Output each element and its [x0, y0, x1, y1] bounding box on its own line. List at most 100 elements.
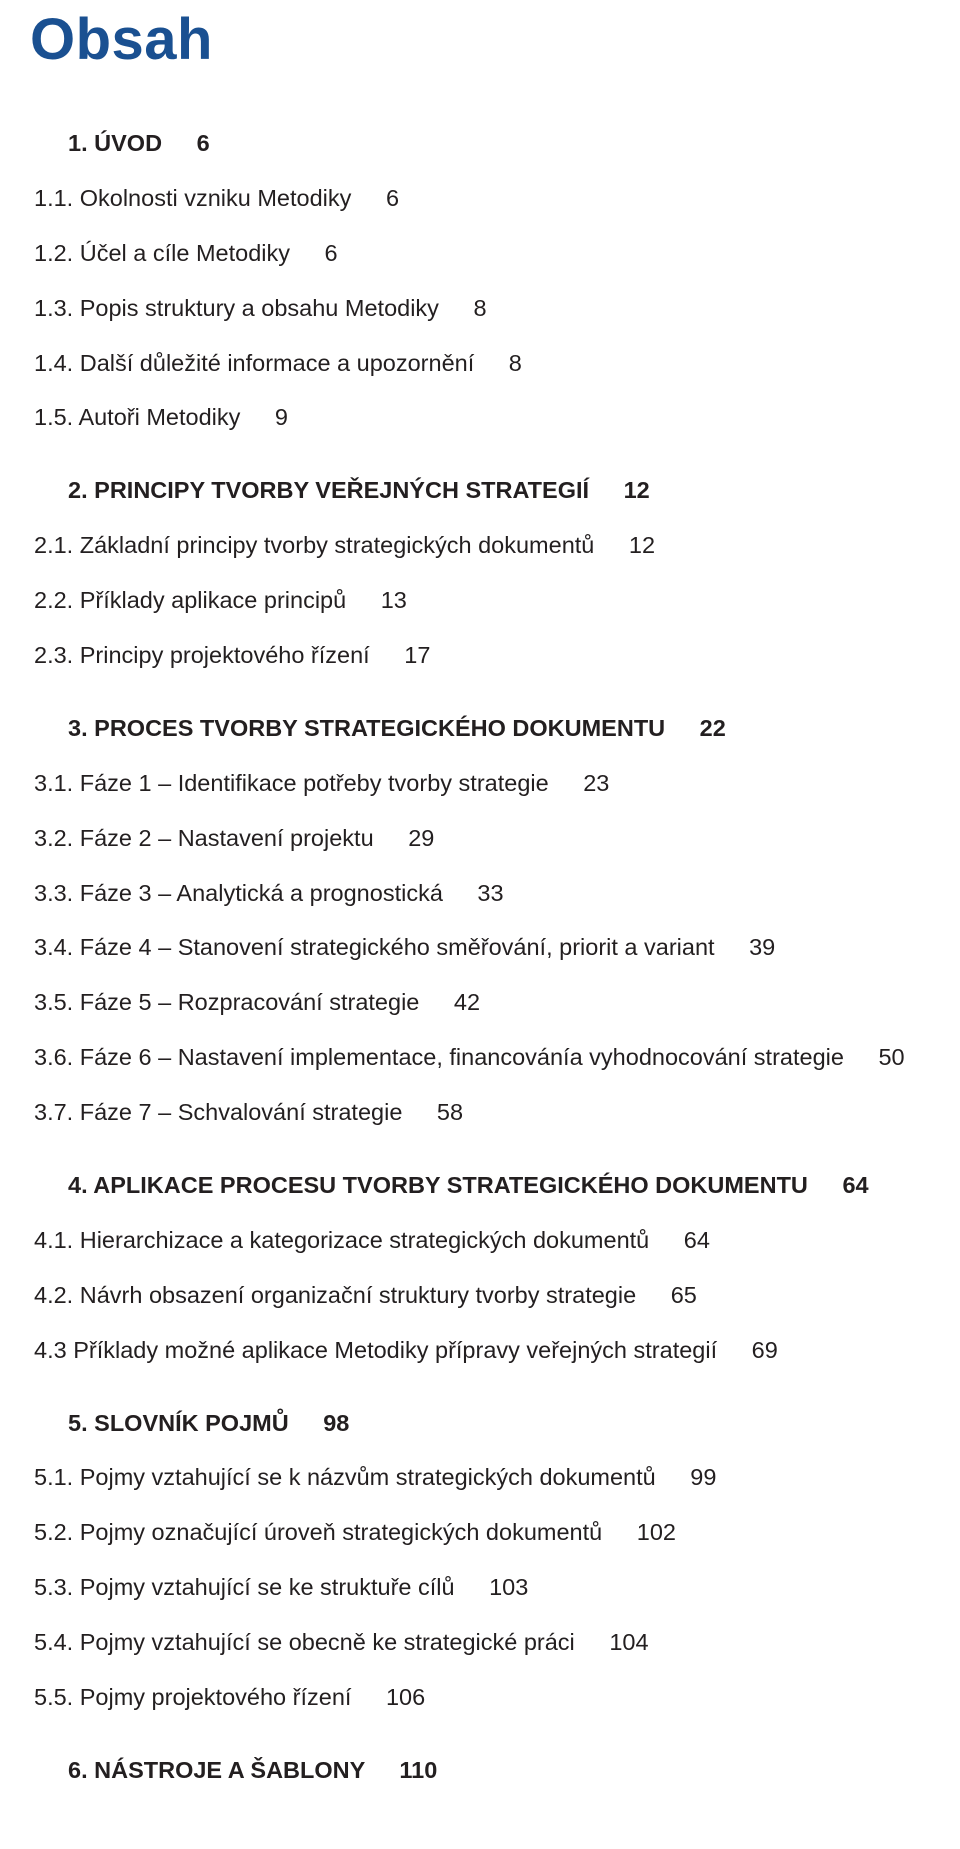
toc-label: Fáze 2 – Nastavení projektu [80, 825, 374, 851]
toc-label: PRINCIPY TVORBY VEŘEJNÝCH STRATEGIÍ [94, 477, 589, 503]
toc-label: ÚVOD [94, 130, 162, 156]
toc-entry: 4.3 Příklady možné aplikace Metodiky pří… [34, 1334, 926, 1367]
toc-entry: 1.1. Okolnosti vzniku Metodiky 6 [34, 182, 926, 215]
toc-page: 13 [381, 587, 407, 613]
toc-page: 39 [749, 934, 775, 960]
toc-label: Pojmy vztahující se obecně ke strategick… [80, 1629, 575, 1655]
toc-entry: 3.2. Fáze 2 – Nastavení projektu 29 [34, 822, 926, 855]
toc-entry: 3.6. Fáze 6 – Nastavení implementace, fi… [34, 1041, 926, 1074]
toc-entry: 1.5. Autoři Metodiky 9 [34, 401, 926, 434]
toc-label: Účel a cíle Metodiky [80, 240, 290, 266]
toc-entry: 4.2. Návrh obsazení organizační struktur… [34, 1279, 926, 1312]
toc-page: 12 [629, 532, 655, 558]
toc-label: Autoři Metodiky [78, 404, 240, 430]
toc-entry: 1.4. Další důležité informace a upozorně… [34, 347, 926, 380]
toc-label: Hierarchizace a kategorizace strategický… [80, 1227, 650, 1253]
toc-chapter: 1. ÚVOD 6 [34, 127, 926, 160]
toc-number: 5. [68, 1410, 88, 1436]
toc-page: 33 [477, 880, 503, 906]
toc-number: 5.3. [34, 1574, 73, 1600]
toc-page: 69 [752, 1337, 778, 1363]
toc-entry: 3.3. Fáze 3 – Analytická a prognostická … [34, 877, 926, 910]
toc-page: 9 [275, 404, 288, 430]
toc-label: Příklady možné aplikace Metodiky příprav… [73, 1337, 717, 1363]
toc-number: 3. [68, 715, 88, 741]
toc-number: 4. [68, 1172, 88, 1198]
toc-label: Fáze 1 – Identifikace potřeby tvorby str… [80, 770, 549, 796]
toc-label: Fáze 3 – Analytická a prognostická [80, 880, 443, 906]
toc-number: 5.5. [34, 1684, 73, 1710]
toc-page: 103 [489, 1574, 528, 1600]
toc-chapter: 3. PROCES TVORBY STRATEGICKÉHO DOKUMENTU… [34, 712, 926, 745]
toc-entry: 2.3. Principy projektového řízení 17 [34, 639, 926, 672]
toc-number: 3.2. [34, 825, 73, 851]
toc-page: 65 [671, 1282, 697, 1308]
toc-page: 58 [437, 1099, 463, 1125]
toc-number: 5.1. [34, 1464, 73, 1490]
toc-chapter: 6. NÁSTROJE A ŠABLONY 110 [34, 1754, 926, 1787]
toc-number: 3.1. [34, 770, 73, 796]
toc-entry: 4.1. Hierarchizace a kategorizace strate… [34, 1224, 926, 1257]
toc-label: Pojmy projektového řízení [80, 1684, 352, 1710]
toc-number: 1.5. [34, 404, 73, 430]
toc-number: 2.2. [34, 587, 73, 613]
toc-chapter: 2. PRINCIPY TVORBY VEŘEJNÝCH STRATEGIÍ 1… [34, 474, 926, 507]
toc-page: 22 [700, 715, 726, 741]
toc-page: 6 [386, 185, 399, 211]
toc-number: 3.3. [34, 880, 73, 906]
toc-number: 2.1. [34, 532, 73, 558]
toc-page: 23 [583, 770, 609, 796]
toc-entry: 5.3. Pojmy vztahující se ke struktuře cí… [34, 1571, 926, 1604]
toc-page: 8 [509, 350, 522, 376]
toc-label: Fáze 4 – Stanovení strategického směřová… [80, 934, 715, 960]
toc-entry: 3.1. Fáze 1 – Identifikace potřeby tvorb… [34, 767, 926, 800]
toc-page: 12 [624, 477, 650, 503]
toc-label: Fáze 6 – Nastavení implementace, financo… [80, 1044, 844, 1070]
toc-page: 8 [473, 295, 486, 321]
toc-entry: 2.2. Příklady aplikace principů 13 [34, 584, 926, 617]
toc-number: 4.3 [34, 1337, 67, 1363]
toc-number: 2. [68, 477, 88, 503]
toc-number: 6. [68, 1757, 88, 1783]
toc-label: Základní principy tvorby strategických d… [80, 532, 595, 558]
toc-number: 3.6. [34, 1044, 73, 1070]
toc-entry: 1.2. Účel a cíle Metodiky 6 [34, 237, 926, 270]
toc-number: 4.2. [34, 1282, 73, 1308]
toc-number: 1.3. [34, 295, 73, 321]
toc-number: 3.7. [34, 1099, 73, 1125]
toc-page: 29 [408, 825, 434, 851]
page-title: Obsah [30, 6, 926, 73]
toc-page: 64 [842, 1172, 868, 1198]
toc-page: 64 [684, 1227, 710, 1253]
toc-page: 104 [609, 1629, 648, 1655]
toc-entry: 5.2. Pojmy označující úroveň strategický… [34, 1516, 926, 1549]
toc-number: 5.4. [34, 1629, 73, 1655]
toc-label: Popis struktury a obsahu Metodiky [80, 295, 439, 321]
toc-page: 42 [454, 989, 480, 1015]
toc-page: 99 [690, 1464, 716, 1490]
toc-label: Fáze 5 – Rozpracování strategie [80, 989, 420, 1015]
toc-number: 1.4. [34, 350, 73, 376]
toc-page: 17 [404, 642, 430, 668]
toc-entry: 3.4. Fáze 4 – Stanovení strategického sm… [34, 931, 926, 964]
toc-entry: 3.7. Fáze 7 – Schvalování strategie 58 [34, 1096, 926, 1129]
toc-label: SLOVNÍK POJMŮ [94, 1410, 289, 1436]
toc-entry: 5.1. Pojmy vztahující se k názvům strate… [34, 1461, 926, 1494]
toc-entry: 1.3. Popis struktury a obsahu Metodiky 8 [34, 292, 926, 325]
toc-label: Další důležité informace a upozornění [80, 350, 475, 376]
toc-number: 5.2. [34, 1519, 73, 1545]
toc-number: 4.1. [34, 1227, 73, 1253]
toc-label: Principy projektového řízení [80, 642, 370, 668]
toc-page: 50 [878, 1044, 904, 1070]
toc-label: Návrh obsazení organizační struktury tvo… [80, 1282, 636, 1308]
toc-number: 2.3. [34, 642, 73, 668]
toc-page: 98 [323, 1410, 349, 1436]
toc-label: APLIKACE PROCESU TVORBY STRATEGICKÉHO DO… [93, 1172, 808, 1198]
toc-label: PROCES TVORBY STRATEGICKÉHO DOKUMENTU [94, 715, 665, 741]
toc-entry: 5.4. Pojmy vztahující se obecně ke strat… [34, 1626, 926, 1659]
toc-page: 6 [197, 130, 210, 156]
toc-number: 1.1. [34, 185, 73, 211]
toc-label: NÁSTROJE A ŠABLONY [94, 1757, 365, 1783]
toc-label: Příklady aplikace principů [80, 587, 346, 613]
toc-chapter: 5. SLOVNÍK POJMŮ 98 [34, 1407, 926, 1440]
